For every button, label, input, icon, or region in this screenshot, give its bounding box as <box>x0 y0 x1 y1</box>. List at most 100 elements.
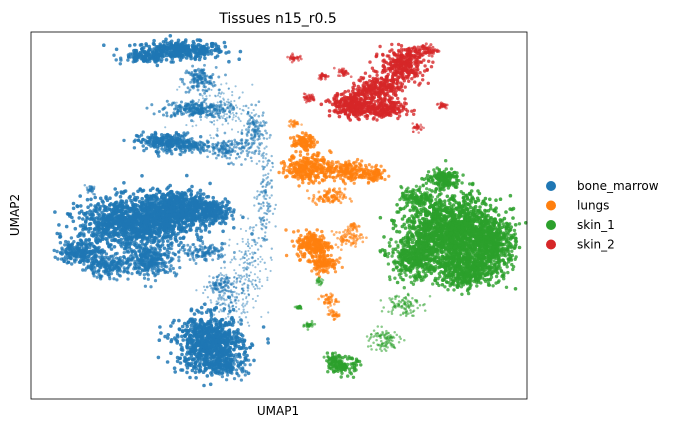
point <box>95 240 100 245</box>
point <box>178 49 183 54</box>
point <box>188 147 192 151</box>
point <box>217 253 221 257</box>
point <box>247 112 250 115</box>
point <box>126 220 131 224</box>
point <box>97 216 101 220</box>
point <box>229 112 232 115</box>
point <box>202 82 206 86</box>
point <box>204 89 207 93</box>
point <box>162 43 166 48</box>
point <box>169 234 174 238</box>
point <box>117 224 121 229</box>
point <box>183 251 187 255</box>
point <box>195 214 199 219</box>
point <box>207 212 211 217</box>
point <box>190 119 194 123</box>
point <box>190 103 194 107</box>
point <box>210 82 214 86</box>
point <box>179 100 184 104</box>
point <box>180 334 184 339</box>
point <box>83 255 87 259</box>
point <box>164 207 168 211</box>
point <box>141 233 146 238</box>
point <box>203 91 207 95</box>
point <box>122 266 126 270</box>
point <box>262 219 266 222</box>
point <box>246 122 249 125</box>
point <box>228 115 231 119</box>
point <box>241 129 244 132</box>
point <box>205 285 209 289</box>
point <box>227 149 231 153</box>
point <box>157 109 161 114</box>
point <box>231 149 234 153</box>
point <box>191 243 195 247</box>
point <box>157 56 161 61</box>
point <box>247 150 251 154</box>
point <box>201 88 205 92</box>
point <box>245 128 248 131</box>
point <box>207 201 211 206</box>
point <box>231 217 235 221</box>
point <box>132 48 136 53</box>
point <box>140 174 144 178</box>
point <box>266 162 270 165</box>
point <box>264 231 267 234</box>
point <box>186 253 190 257</box>
point <box>224 51 228 55</box>
point <box>108 230 113 235</box>
point <box>156 46 161 51</box>
point <box>211 195 215 200</box>
point <box>139 140 144 145</box>
point <box>212 276 215 280</box>
point <box>173 147 178 152</box>
point <box>180 226 184 231</box>
point <box>81 258 85 263</box>
point <box>214 218 218 223</box>
point <box>162 149 166 153</box>
point <box>207 144 211 148</box>
point <box>145 227 150 231</box>
point <box>194 46 199 51</box>
point <box>224 144 228 147</box>
point <box>185 124 188 127</box>
point <box>128 232 133 237</box>
point <box>247 106 250 110</box>
point <box>240 146 244 150</box>
point <box>234 156 238 160</box>
point <box>143 254 147 258</box>
point <box>155 187 160 192</box>
point <box>223 291 226 295</box>
point <box>212 108 216 111</box>
point <box>224 214 229 219</box>
point <box>218 88 221 91</box>
point <box>152 42 156 47</box>
point <box>188 115 191 118</box>
point <box>129 262 133 266</box>
point <box>127 236 131 241</box>
point <box>231 111 234 114</box>
point <box>89 203 93 207</box>
point <box>255 128 259 131</box>
point <box>190 136 194 141</box>
point <box>202 213 207 217</box>
point <box>200 71 204 75</box>
point <box>104 252 109 256</box>
point <box>196 235 200 239</box>
point <box>150 204 154 209</box>
point <box>220 83 223 86</box>
point <box>261 178 265 181</box>
point <box>168 145 172 149</box>
point <box>214 116 217 119</box>
point <box>119 240 123 244</box>
point <box>157 212 162 217</box>
point <box>234 140 237 144</box>
point <box>151 52 156 57</box>
point <box>196 147 200 151</box>
point <box>199 115 203 119</box>
point <box>118 62 123 66</box>
point <box>176 53 180 58</box>
point <box>166 234 170 239</box>
point <box>146 50 151 54</box>
point <box>267 205 270 208</box>
